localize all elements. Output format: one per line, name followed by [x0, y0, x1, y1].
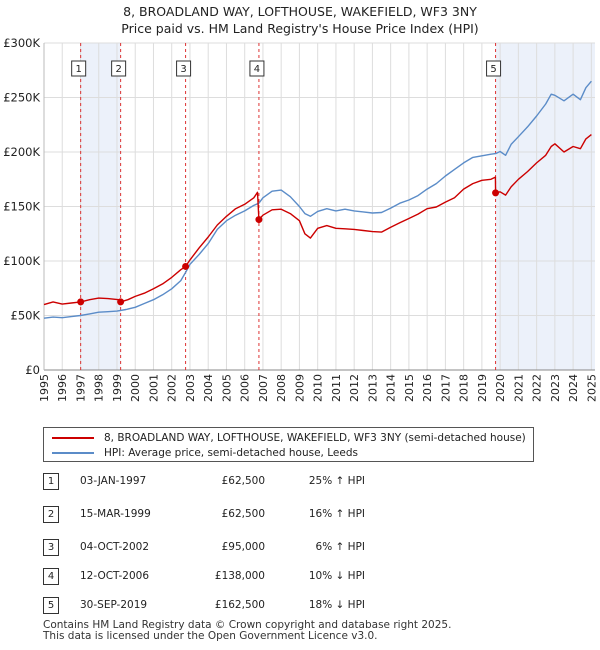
sale-number-label: 5: [490, 64, 496, 75]
x-tick-label: 2007: [257, 374, 270, 402]
x-tick-label: 2015: [403, 374, 416, 402]
y-tick-label: £50K: [11, 309, 41, 323]
legend: 8, BROADLAND WAY, LOFTHOUSE, WAKEFIELD, …: [43, 427, 534, 462]
x-tick-label: 2008: [275, 374, 288, 402]
x-tick-label: 1999: [111, 374, 124, 402]
sale-point: [182, 262, 190, 270]
title-line-1: 8, BROADLAND WAY, LOFTHOUSE, WAKEFIELD, …: [123, 4, 477, 19]
x-tick-label: 2004: [202, 374, 215, 402]
x-tick-label: 1998: [93, 374, 106, 402]
transaction-price: £62,500: [221, 475, 265, 487]
property-price-line: [43, 134, 592, 306]
legend-red-swatch: [52, 436, 94, 439]
x-tick-label: 2000: [129, 374, 142, 402]
x-tick-label: 2020: [494, 374, 507, 402]
transaction-marker: 1: [43, 473, 59, 490]
x-tick-label: 2001: [147, 374, 160, 402]
sale-point: [492, 189, 500, 197]
table-row: 3 04-OCT-2002 £95,000 6% ↑ HPI: [0, 538, 600, 558]
table-row: 1 03-JAN-1997 £62,500 25% ↑ HPI: [0, 472, 600, 492]
footer: Contains HM Land Registry data © Crown c…: [43, 620, 451, 642]
table-row: 2 15-MAR-1999 £62,500 16% ↑ HPI: [0, 505, 600, 525]
legend-blue-swatch: [52, 451, 94, 454]
transaction-price: £95,000: [221, 541, 265, 553]
y-tick-label: £200K: [3, 145, 40, 159]
sale-number-label: 3: [180, 64, 186, 75]
sale-number-box: [176, 60, 192, 77]
transaction-date: 03-JAN-1997: [80, 475, 147, 487]
legend-hpi-label: HPI: Average price, semi-detached house,…: [104, 446, 358, 459]
x-tick-label: 2010: [312, 374, 325, 402]
x-tick-label: 2012: [348, 374, 361, 402]
transaction-date: 12-OCT-2006: [80, 570, 149, 582]
x-tick-label: 1995: [38, 374, 51, 402]
sale-point: [117, 298, 125, 306]
chart-title: 8, BROADLAND WAY, LOFTHOUSE, WAKEFIELD, …: [0, 3, 600, 37]
x-tick-label: 1997: [74, 374, 87, 402]
sale-number-box: [111, 60, 127, 77]
transaction-marker: 4: [43, 568, 59, 585]
hpi-line: [43, 80, 592, 319]
legend-property-label: 8, BROADLAND WAY, LOFTHOUSE, WAKEFIELD, …: [104, 431, 526, 444]
transaction-date: 04-OCT-2002: [80, 541, 149, 553]
x-tick-label: 2022: [531, 374, 544, 402]
y-tick-label: £100K: [3, 254, 40, 268]
sale-number-box: [71, 60, 87, 77]
sale-number-box: [486, 60, 502, 77]
x-tick-label: 1996: [56, 374, 69, 402]
y-tick-label: £250K: [3, 91, 40, 105]
table-row: 4 12-OCT-2006 £138,000 10% ↓ HPI: [0, 567, 600, 587]
x-tick-label: 2019: [476, 374, 489, 402]
table-row: 5 30-SEP-2019 £162,500 18% ↓ HPI: [0, 596, 600, 616]
x-tick-label: 2003: [184, 374, 197, 402]
sale-number-label: 4: [254, 64, 260, 75]
sale-number-label: 1: [75, 64, 81, 75]
y-tick-label: £300K: [3, 36, 40, 50]
x-tick-label: 2023: [549, 374, 562, 402]
copyright-line: Contains HM Land Registry data © Crown c…: [43, 619, 452, 631]
transaction-hpi: 18% ↓ HPI: [308, 599, 365, 611]
x-tick-label: 2021: [512, 374, 525, 402]
x-tick-label: 2016: [421, 374, 434, 402]
transaction-marker: 5: [43, 597, 59, 614]
sale-number-box: [249, 60, 265, 77]
x-tick-label: 2009: [293, 374, 306, 402]
y-tick-label: £0: [25, 363, 40, 377]
transaction-date: 15-MAR-1999: [80, 508, 151, 520]
x-tick-label: 2013: [366, 374, 379, 402]
transaction-price: £62,500: [221, 508, 265, 520]
transaction-price: £138,000: [214, 570, 265, 582]
title-line-2: Price paid vs. HM Land Registry's House …: [121, 21, 479, 36]
x-tick-label: 2002: [166, 374, 179, 402]
x-tick-label: 2018: [458, 374, 471, 402]
transaction-hpi: 25% ↑ HPI: [308, 475, 365, 487]
x-tick-label: 2024: [567, 374, 580, 402]
transaction-marker: 2: [43, 506, 59, 523]
x-tick-label: 2025: [585, 374, 598, 402]
price-chart: 1995 1996 1997 1998 1999 2000 2001 2002 2003 2004…: [3, 36, 598, 402]
transaction-marker: 3: [43, 539, 59, 556]
x-tick-label: 2014: [385, 374, 398, 402]
sale-point: [77, 298, 85, 306]
transaction-hpi: 10% ↓ HPI: [308, 570, 365, 582]
transaction-hpi: 6% ↑ HPI: [315, 541, 365, 553]
sale-number-label: 2: [115, 64, 121, 75]
x-tick-label: 2005: [220, 374, 233, 402]
sale-point: [255, 216, 263, 224]
x-tick-label: 2017: [439, 374, 452, 402]
legend-item-hpi: HPI: Average price, semi-detached house,…: [52, 445, 358, 460]
y-tick-label: £150K: [3, 200, 40, 214]
x-tick-label: 2011: [330, 374, 343, 402]
transaction-date: 30-SEP-2019: [80, 599, 148, 611]
legend-item-property: 8, BROADLAND WAY, LOFTHOUSE, WAKEFIELD, …: [52, 430, 526, 445]
licence-line: This data is licensed under the Open Gov…: [43, 630, 378, 642]
transaction-hpi: 16% ↑ HPI: [308, 508, 365, 520]
x-tick-label: 2006: [239, 374, 252, 402]
transaction-price: £162,500: [214, 599, 265, 611]
